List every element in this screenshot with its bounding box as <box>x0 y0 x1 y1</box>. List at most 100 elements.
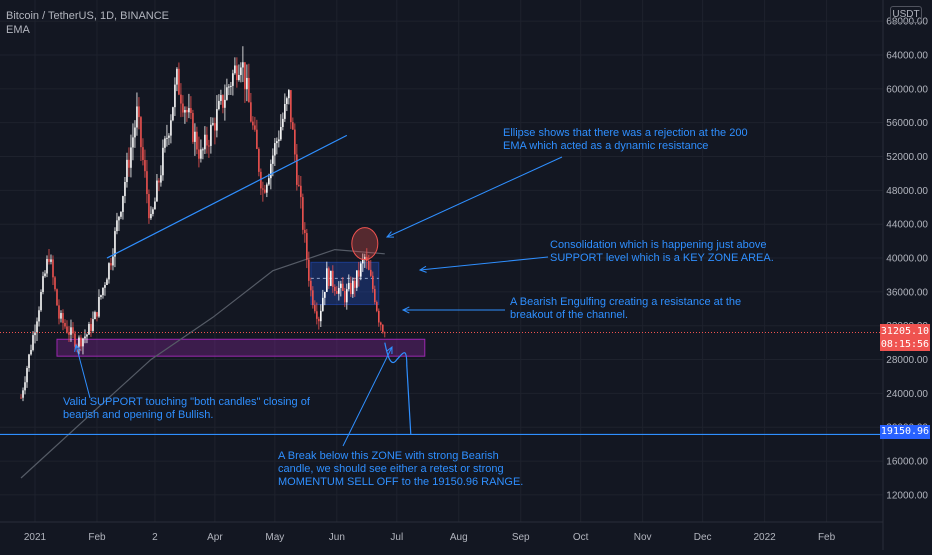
indicator-label[interactable]: EMA <box>6 24 30 36</box>
candle-body <box>278 139 280 142</box>
candle-body <box>324 291 326 298</box>
candle-body <box>244 62 246 90</box>
candle-body <box>46 259 48 274</box>
annotation-consolidation[interactable]: Consolidation which is happening just ab… <box>550 239 774 265</box>
candle-body <box>372 275 374 290</box>
candle-body <box>94 312 96 320</box>
candle-body <box>108 263 110 280</box>
candle-body <box>164 138 166 148</box>
candle-body <box>240 67 242 75</box>
candle-body <box>352 280 354 295</box>
candle-body <box>98 297 100 317</box>
arrow-zone-break <box>342 346 393 447</box>
price-tick-label: 56000.00 <box>886 118 928 129</box>
candle-body <box>120 211 122 217</box>
candle-body <box>52 259 54 278</box>
candle-body <box>96 312 98 317</box>
time-tick-label: 2021 <box>24 532 47 543</box>
candle-body <box>308 259 310 281</box>
candle-body <box>208 145 210 147</box>
candle-body <box>364 256 366 260</box>
candle-body <box>228 86 230 88</box>
candle-body <box>140 117 142 148</box>
candle-body <box>304 229 306 234</box>
candle-body <box>54 277 56 290</box>
candle-body <box>42 276 44 292</box>
candle-body <box>350 283 352 295</box>
price-axis-panel <box>883 0 932 550</box>
candle-body <box>138 106 140 118</box>
candle-body <box>100 295 102 298</box>
candle-body <box>146 171 148 195</box>
candle-body <box>362 259 364 264</box>
candle-body <box>34 332 36 336</box>
candle-body <box>56 289 58 306</box>
annotation-bearish-engulfing[interactable]: A Bearish Engulfing creating a resistanc… <box>510 296 741 322</box>
candle-body <box>168 135 170 138</box>
candle-body <box>132 137 134 148</box>
candle-body <box>376 302 378 311</box>
annotation-ema-rejection[interactable]: Ellipse shows that there was a rejection… <box>503 127 748 153</box>
arrow-consolidation-head <box>418 265 427 273</box>
candle-body <box>28 354 30 368</box>
rejection-ellipse <box>351 227 379 261</box>
candle-body <box>92 319 94 331</box>
candle-body <box>204 134 206 150</box>
time-tick-label: 2 <box>152 532 158 543</box>
time-tick-label: Jul <box>390 532 403 543</box>
price-tick-label: 28000.00 <box>886 355 928 366</box>
candle-body <box>302 197 304 230</box>
currency-label[interactable]: USDT <box>890 6 922 23</box>
candle-body <box>230 85 232 87</box>
candle-body <box>272 155 274 164</box>
candle-body <box>342 283 344 291</box>
candle-body <box>378 310 380 323</box>
candle-body <box>196 131 198 150</box>
candle-body <box>296 154 298 185</box>
candle-body <box>72 327 74 334</box>
candle-body <box>190 108 192 114</box>
price-tick-label: 60000.00 <box>886 84 928 95</box>
ema-200-line <box>20 248 385 479</box>
candle-body <box>286 98 288 105</box>
candle-body <box>320 310 322 322</box>
candle-body <box>214 123 216 131</box>
time-tick-label: May <box>265 532 284 543</box>
annotation-line: MOMENTUM SELL OFF to the 19150.96 RANGE. <box>278 476 524 488</box>
candle-body <box>58 305 60 319</box>
candle-body <box>118 216 120 221</box>
candle-body <box>380 322 382 325</box>
candle-body <box>176 68 178 85</box>
candle-body <box>370 269 372 276</box>
annotation-valid-support[interactable]: Valid SUPPORT touching "both candles" cl… <box>63 396 310 422</box>
symbol-title[interactable]: Bitcoin / TetherUS, 1D, BINANCE <box>6 10 170 22</box>
price-tick-label: 48000.00 <box>886 186 928 197</box>
price-tick-label: 44000.00 <box>886 220 928 231</box>
candle-body <box>358 270 360 277</box>
candle-body <box>20 397 22 399</box>
candle-body <box>184 110 186 113</box>
candle-body <box>122 196 124 212</box>
candle-body <box>40 291 42 311</box>
candle-body <box>336 291 338 294</box>
candle-body <box>86 334 88 337</box>
candle-body <box>250 102 252 122</box>
candle-body <box>160 175 162 183</box>
candle-body <box>156 180 158 202</box>
annotation-line: A Bearish Engulfing creating a resistanc… <box>510 296 742 308</box>
candle-body <box>202 149 204 151</box>
candle-body <box>32 335 34 350</box>
candle-body <box>60 313 62 319</box>
candle-body <box>106 279 108 286</box>
candle-body <box>182 103 184 113</box>
candle-body <box>328 268 330 286</box>
price-tick-label: 24000.00 <box>886 389 928 400</box>
candle-body <box>260 171 262 189</box>
arrow-ema-rejection <box>386 156 563 238</box>
annotation-zone-break[interactable]: A Break below this ZONE with strong Bear… <box>278 450 523 489</box>
annotation-line: Consolidation which is happening just ab… <box>550 239 767 251</box>
candle-body <box>222 95 224 108</box>
candle-body <box>282 118 284 127</box>
candle-body <box>340 283 342 288</box>
